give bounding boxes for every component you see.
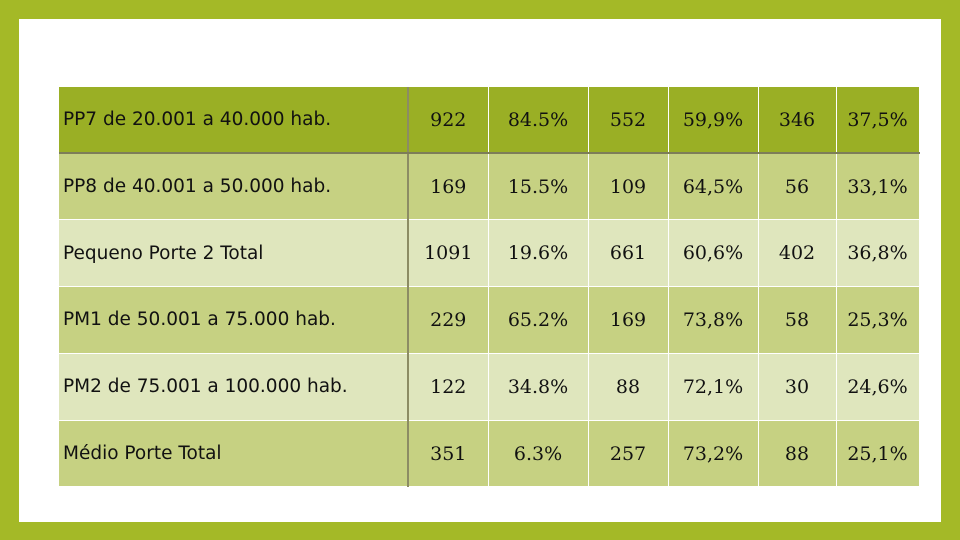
table-cell: 922: [408, 87, 489, 154]
table-row: Pequeno Porte 2 Total 1091 19.6% 661 60,…: [59, 219, 920, 288]
table-row: PM1 de 50.001 a 75.000 hab. 229 65.2% 16…: [59, 286, 920, 354]
row-label: PM1 de 50.001 a 75.000 hab.: [59, 286, 409, 354]
row-label: PM2 de 75.001 a 100.000 hab.: [59, 353, 409, 421]
table-row: Médio Porte Total 351 6.3% 257 73,2% 88 …: [59, 420, 920, 488]
table-cell: 25,1%: [836, 420, 920, 488]
table-row: PM2 de 75.001 a 100.000 hab. 122 34.8% 8…: [59, 353, 920, 421]
data-table: PP7 de 20.001 a 40.000 hab. 922 84.5% 55…: [59, 87, 920, 488]
table-cell: 346: [758, 87, 837, 154]
row-label: PP7 de 20.001 a 40.000 hab.: [59, 87, 409, 154]
table-cell: 64,5%: [668, 153, 759, 221]
table-cell: 25,3%: [836, 286, 920, 354]
table-cell: 257: [588, 420, 669, 488]
table-cell: 169: [588, 286, 669, 354]
table-cell: 229: [408, 286, 489, 354]
table-cell: 72,1%: [668, 353, 759, 421]
table-cell: 37,5%: [836, 87, 920, 154]
row-label: Pequeno Porte 2 Total: [59, 219, 409, 288]
table-cell: 73,2%: [668, 420, 759, 488]
table-cell: 109: [588, 153, 669, 221]
table-cell: 59,9%: [668, 87, 759, 154]
table-cell: 33,1%: [836, 153, 920, 221]
table-cell: 73,8%: [668, 286, 759, 354]
table-cell: 30: [758, 353, 837, 421]
row-label: PP8 de 40.001 a 50.000 hab.: [59, 153, 409, 221]
table-cell: 19.6%: [488, 219, 589, 288]
table-cell: 1091: [408, 219, 489, 288]
table-row: PP8 de 40.001 a 50.000 hab. 169 15.5% 10…: [59, 153, 920, 221]
table-cell: 84.5%: [488, 87, 589, 154]
table-cell: 6.3%: [488, 420, 589, 488]
table-cell: 65.2%: [488, 286, 589, 354]
table-cell: 34.8%: [488, 353, 589, 421]
table-cell: 552: [588, 87, 669, 154]
table-cell: 58: [758, 286, 837, 354]
row-label: Médio Porte Total: [59, 420, 409, 488]
table-cell: 169: [408, 153, 489, 221]
table-cell: 351: [408, 420, 489, 488]
table-cell: 15.5%: [488, 153, 589, 221]
table-cell: 122: [408, 353, 489, 421]
table-row: PP7 de 20.001 a 40.000 hab. 922 84.5% 55…: [59, 87, 920, 154]
table-cell: 36,8%: [836, 219, 920, 288]
slide: PP7 de 20.001 a 40.000 hab. 922 84.5% 55…: [19, 19, 941, 522]
table-cell: 24,6%: [836, 353, 920, 421]
table-cell: 88: [588, 353, 669, 421]
table-cell: 60,6%: [668, 219, 759, 288]
table-cell: 88: [758, 420, 837, 488]
table-cell: 56: [758, 153, 837, 221]
table-cell: 402: [758, 219, 837, 288]
table-cell: 661: [588, 219, 669, 288]
